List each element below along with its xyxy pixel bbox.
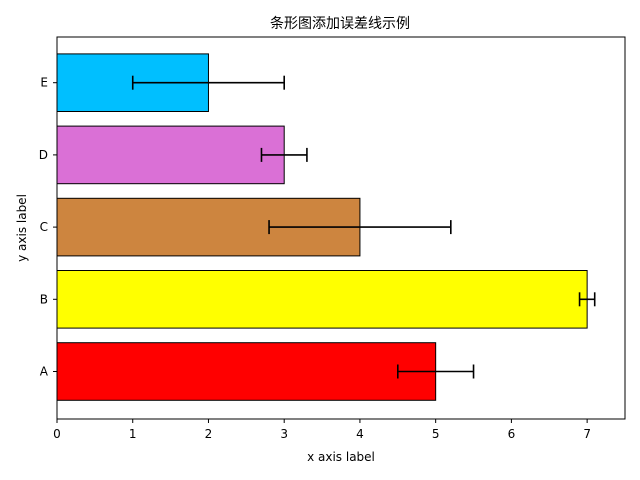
- y-tick-label-d: D: [39, 148, 48, 162]
- x-tick-label-4: 4: [356, 427, 364, 441]
- y-tick-label-b: B: [40, 292, 48, 306]
- bar-b: [56, 270, 588, 329]
- x-tick-label-6: 6: [508, 427, 516, 441]
- x-tick-label-7: 7: [583, 427, 591, 441]
- chart-title: 条形图添加误差线示例: [270, 15, 410, 32]
- plot-area: A B C D E 0 1 2 3 4 5 6 7: [39, 53, 596, 441]
- plot-frame: [56, 36, 626, 420]
- x-tick-label-2: 2: [205, 427, 213, 441]
- y-tick-label-e: E: [40, 76, 48, 90]
- y-tick-label-c: C: [40, 220, 48, 234]
- bar-d: [56, 125, 285, 185]
- x-tick-label-1: 1: [129, 427, 137, 441]
- x-tick-label-3: 3: [280, 427, 288, 441]
- x-tick-label-5: 5: [432, 427, 440, 441]
- x-tick-label-0: 0: [53, 427, 61, 441]
- bar-a: [56, 342, 437, 401]
- x-axis-label: x axis label: [307, 450, 375, 464]
- y-tick-label-a: A: [40, 365, 49, 379]
- y-axis-label: y axis label: [15, 194, 29, 262]
